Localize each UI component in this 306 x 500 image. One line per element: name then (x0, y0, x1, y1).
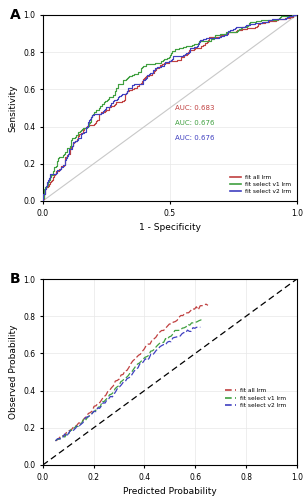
X-axis label: 1 - Specificity: 1 - Specificity (139, 223, 201, 232)
Text: B: B (10, 272, 21, 285)
Text: AUC: 0.676: AUC: 0.676 (175, 134, 215, 140)
Text: AUC: 0.683: AUC: 0.683 (175, 105, 215, 111)
Text: A: A (10, 8, 21, 22)
Y-axis label: Observed Probability: Observed Probability (9, 325, 17, 420)
Legend: fit all lrm, fit select v1 lrm, fit select v2 lrm: fit all lrm, fit select v1 lrm, fit sele… (228, 172, 294, 196)
Legend: fit all lrm, fit select v1 lrm, fit select v2 lrm: fit all lrm, fit select v1 lrm, fit sele… (223, 386, 289, 410)
Y-axis label: Sensitivity: Sensitivity (9, 84, 17, 132)
Text: AUC: 0.676: AUC: 0.676 (175, 120, 215, 126)
X-axis label: Predicted Probability: Predicted Probability (123, 487, 217, 496)
